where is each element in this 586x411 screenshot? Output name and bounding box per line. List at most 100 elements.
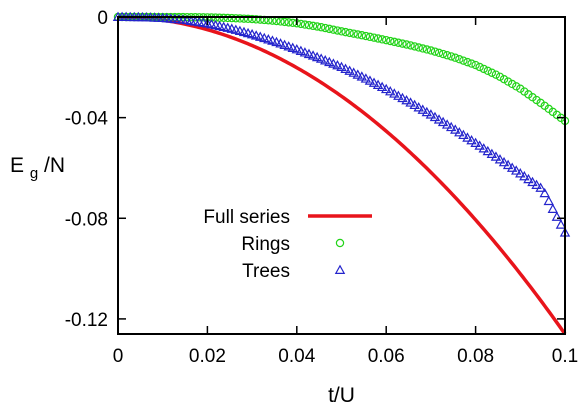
rings-point bbox=[243, 14, 253, 24]
rings-point bbox=[373, 34, 383, 43]
trees-point bbox=[320, 55, 331, 65]
legend: Full series Rings Trees bbox=[203, 207, 372, 282]
rings-point bbox=[304, 21, 314, 30]
rings-point bbox=[390, 37, 399, 47]
trees-point bbox=[336, 61, 347, 72]
plot-marks bbox=[112, 11, 571, 336]
trees-point bbox=[466, 134, 477, 145]
trees-point bbox=[506, 162, 518, 172]
rings-point bbox=[247, 14, 257, 24]
rings-point bbox=[325, 24, 334, 34]
rings-point bbox=[503, 77, 513, 86]
rings-point bbox=[487, 68, 497, 77]
rings-point bbox=[499, 74, 509, 84]
trees-point bbox=[470, 137, 481, 148]
trees-point bbox=[486, 148, 498, 158]
rings-point bbox=[475, 62, 484, 72]
rings-point bbox=[422, 45, 432, 54]
trees-point bbox=[441, 119, 453, 129]
rings-point bbox=[386, 36, 395, 46]
x-axis-title: t/U bbox=[328, 384, 355, 407]
rings-point bbox=[280, 17, 289, 27]
rings-point bbox=[455, 54, 464, 64]
trees-point bbox=[498, 156, 510, 167]
rings-point bbox=[434, 48, 444, 58]
x-tick-label: 0.02 bbox=[189, 346, 226, 367]
trees-point bbox=[413, 102, 424, 112]
x-tick-label: 0.04 bbox=[278, 346, 315, 367]
trees-point bbox=[474, 140, 485, 150]
trees-point bbox=[324, 56, 335, 67]
rings-point bbox=[329, 25, 338, 34]
rings-point bbox=[442, 51, 452, 60]
rings-point bbox=[235, 14, 245, 23]
trees-point bbox=[494, 154, 506, 164]
trees-point bbox=[299, 47, 311, 57]
legend-label: Trees bbox=[242, 261, 290, 282]
trees-point bbox=[482, 145, 494, 156]
rings-point bbox=[300, 20, 310, 29]
rings-point bbox=[414, 43, 423, 52]
legend-label: Full series bbox=[203, 207, 290, 228]
trees-point bbox=[437, 116, 449, 127]
trees-point bbox=[502, 159, 514, 170]
legend-label: Rings bbox=[241, 234, 290, 255]
rings-point bbox=[471, 60, 480, 70]
trees-point bbox=[417, 104, 428, 114]
trees-point bbox=[393, 90, 404, 100]
trees-point bbox=[372, 79, 384, 89]
rings-point bbox=[321, 23, 330, 33]
trees-point bbox=[360, 73, 372, 83]
y-axis-title-tail: /N bbox=[44, 154, 65, 177]
plot-frame bbox=[117, 16, 566, 335]
rings-point bbox=[491, 70, 501, 79]
trees-point bbox=[551, 211, 563, 221]
rings-point bbox=[402, 40, 411, 49]
trees-point bbox=[364, 75, 376, 85]
trees-point bbox=[547, 203, 559, 213]
rings-point bbox=[382, 35, 391, 45]
trees-point bbox=[462, 132, 473, 142]
rings-point bbox=[507, 79, 517, 89]
rings-point bbox=[316, 23, 326, 32]
trees-point bbox=[539, 187, 550, 198]
trees-point bbox=[291, 44, 303, 54]
trees-point bbox=[401, 94, 412, 105]
rings-point bbox=[251, 15, 261, 24]
rings-point bbox=[467, 59, 476, 68]
trees-point bbox=[535, 182, 546, 192]
y-tick-label: -0.04 bbox=[65, 109, 109, 130]
rings-point bbox=[377, 35, 387, 44]
y-axis-title: E g /N bbox=[10, 154, 65, 183]
rings-point bbox=[312, 22, 322, 31]
trees-point bbox=[450, 124, 461, 134]
trees-point bbox=[445, 121, 457, 132]
rings-point bbox=[483, 66, 492, 76]
rings-point bbox=[345, 28, 354, 38]
legend-entry-rings: Rings bbox=[241, 234, 345, 255]
trees-point bbox=[454, 126, 465, 137]
rings-point bbox=[426, 46, 436, 55]
rings-point bbox=[459, 56, 468, 65]
trees-point bbox=[380, 83, 392, 94]
trees-point bbox=[295, 45, 307, 55]
rings-point bbox=[341, 27, 350, 37]
trees-point bbox=[527, 176, 538, 187]
legend-swatch-triangle bbox=[334, 264, 346, 274]
rings-point bbox=[394, 38, 403, 47]
trees-point bbox=[332, 59, 343, 70]
rings-point bbox=[438, 49, 448, 59]
rings-point bbox=[284, 18, 293, 27]
trees-point bbox=[531, 179, 542, 189]
rings-point bbox=[463, 57, 472, 67]
trees-point bbox=[385, 86, 396, 96]
trees-point bbox=[433, 114, 445, 124]
trees-point bbox=[368, 77, 380, 87]
rings-point bbox=[451, 53, 460, 62]
trees-point bbox=[515, 168, 526, 178]
rings-point bbox=[333, 26, 342, 35]
rings-point bbox=[357, 31, 367, 40]
x-tick-label: 0 bbox=[113, 346, 124, 367]
trees-point bbox=[543, 195, 554, 206]
trees-point bbox=[376, 81, 388, 92]
